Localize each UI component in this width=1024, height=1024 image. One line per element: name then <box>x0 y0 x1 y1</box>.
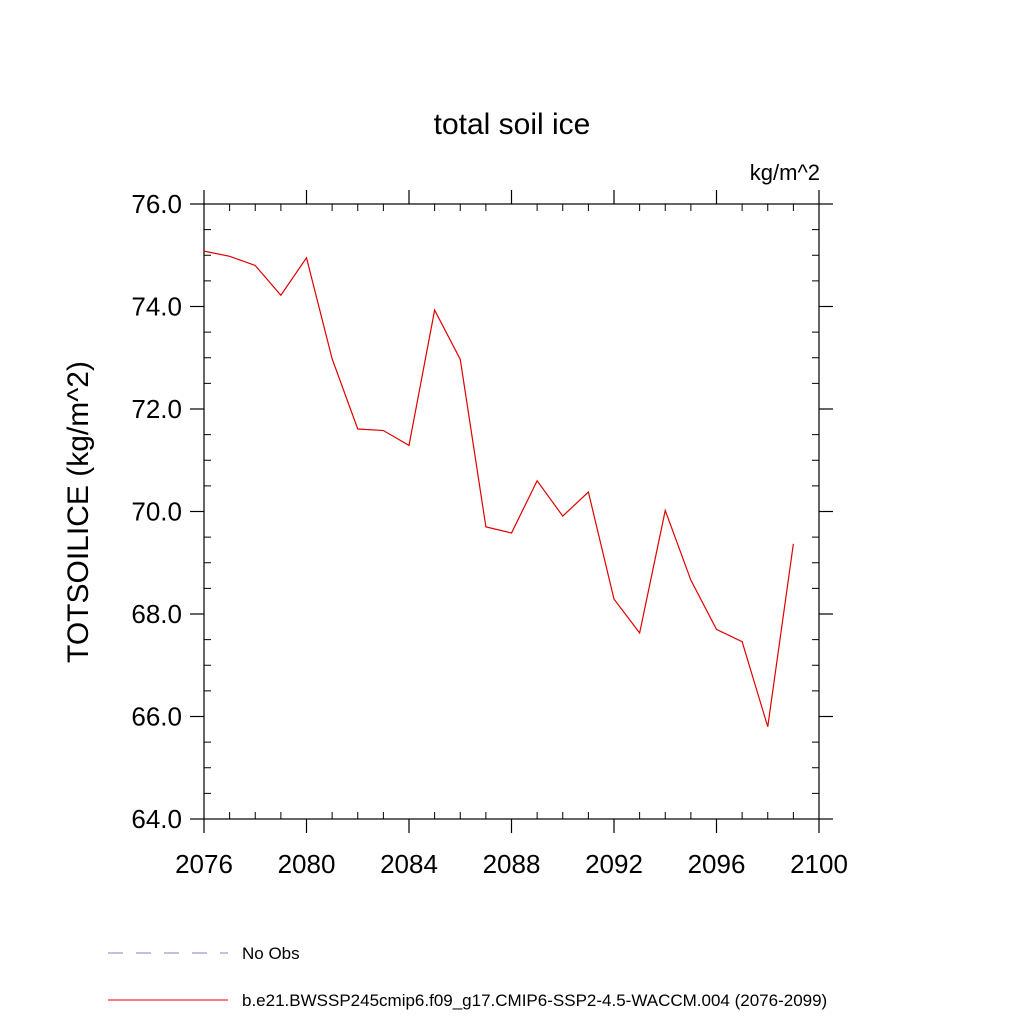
y-tick-label: 76.0 <box>131 189 182 219</box>
y-tick-label: 66.0 <box>131 702 182 732</box>
legend-label-no-obs: No Obs <box>242 944 300 963</box>
x-tick-label: 2088 <box>483 849 541 879</box>
series-layer <box>203 250 794 727</box>
tick-labels: 2076 2080 2084 2088 2092 2096 2100 64.0 66.0 68.0… <box>131 189 848 879</box>
units-label: kg/m^2 <box>750 160 820 185</box>
x-tick-label: 2096 <box>688 849 746 879</box>
plot-frame <box>203 203 820 820</box>
x-tick-label: 2092 <box>585 849 643 879</box>
series-line <box>203 250 794 727</box>
y-tick-label: 74.0 <box>131 292 182 322</box>
chart-title: total soil ice <box>434 108 591 141</box>
y-axis-label: TOTSOILICE (kg/m^2) <box>62 361 95 663</box>
legend: No Obs b.e21.BWSSP245cmip6.f09_g17.CMIP6… <box>108 944 827 1010</box>
legend-label-model-run: b.e21.BWSSP245cmip6.f09_g17.CMIP6-SSP2-4… <box>242 991 827 1010</box>
x-tick-label: 2084 <box>380 849 438 879</box>
x-tick-label: 2100 <box>790 849 848 879</box>
y-tick-label: 64.0 <box>131 804 182 834</box>
x-tick-label: 2080 <box>278 849 336 879</box>
x-tick-label: 2076 <box>175 849 233 879</box>
axis-ticks <box>190 190 833 833</box>
y-tick-label: 72.0 <box>131 394 182 424</box>
y-tick-label: 70.0 <box>131 497 182 527</box>
y-tick-label: 68.0 <box>131 599 182 629</box>
